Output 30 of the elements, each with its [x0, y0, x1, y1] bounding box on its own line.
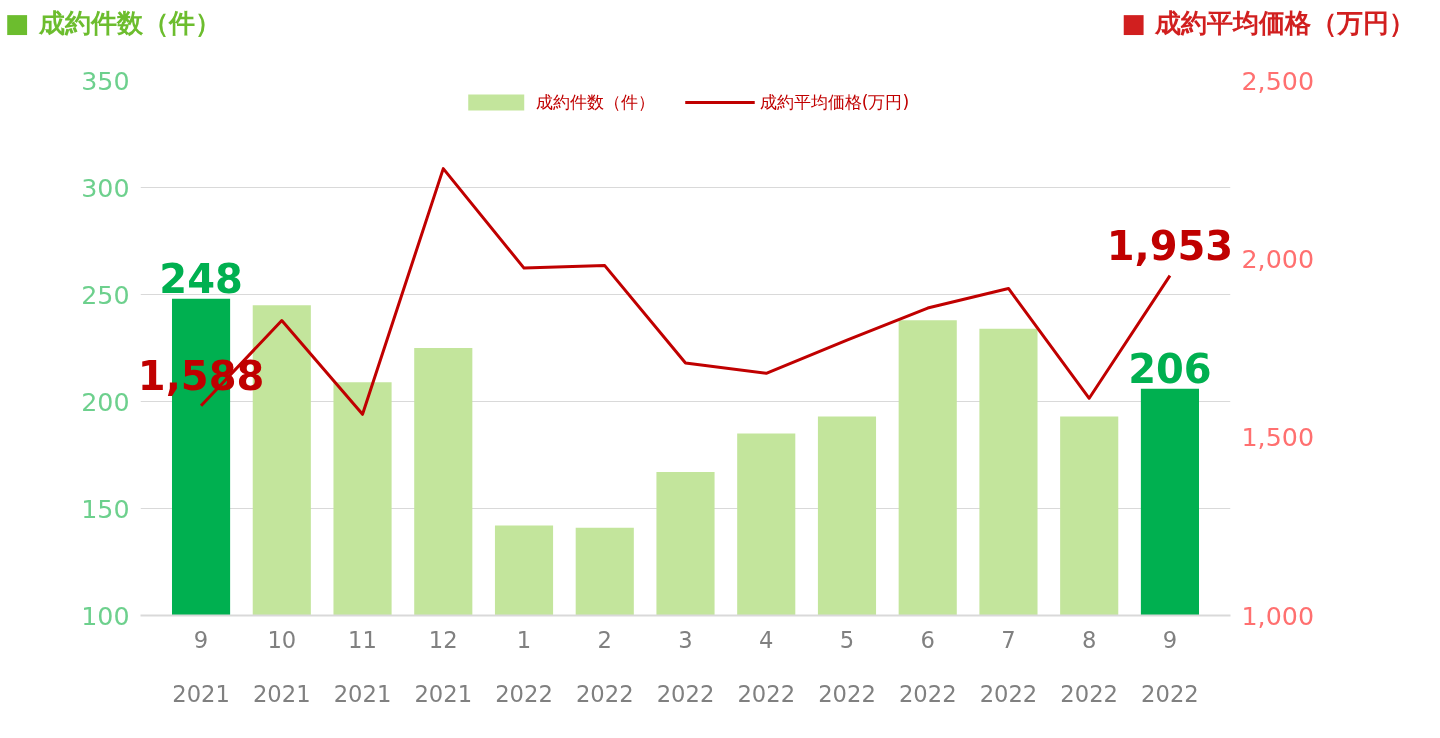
category-label: 9 2021 [172, 626, 230, 708]
y-tick-label: 300 [81, 172, 130, 203]
y-axis-title: ■ 成約件数（件） [5, 7, 221, 40]
y-tick-label: 350 [81, 65, 130, 96]
category-label: 12 2021 [414, 626, 473, 708]
y-tick-label: 100 [81, 600, 130, 631]
category-label: 5 2022 [818, 626, 876, 708]
y2-axis-title: ■ 成約平均価格（万円） [1121, 7, 1415, 40]
y-tick-label: 200 [81, 386, 130, 417]
category-label: 9 2022 [1141, 626, 1199, 708]
y2-tick-label: 2,500 [1241, 65, 1315, 96]
y-tick-label: 150 [81, 493, 130, 524]
y-tick-label: 250 [81, 279, 130, 310]
data-label: 1,953 [1106, 222, 1234, 269]
category-label: 8 2022 [1060, 626, 1119, 708]
y2-tick-label: 1,000 [1241, 600, 1315, 631]
data-label: 248 [159, 255, 243, 302]
y2-tick-label: 2,000 [1241, 243, 1315, 274]
category-label: 2 2022 [575, 626, 634, 708]
category-label: 3 2022 [656, 626, 715, 708]
category-label: 4 2022 [737, 626, 796, 708]
category-label: 10 2021 [252, 626, 311, 708]
category-label: 11 2021 [333, 626, 392, 708]
category-label: 1 2022 [495, 626, 553, 708]
data-label: 206 [1128, 345, 1212, 392]
category-label: 7 2022 [979, 626, 1038, 708]
y2-tick-label: 1,500 [1241, 422, 1315, 453]
legend-label: 成約平均価格(万円) [759, 91, 910, 114]
category-label: 6 2022 [898, 626, 957, 708]
legend-label: 成約件数（件） [535, 91, 655, 114]
